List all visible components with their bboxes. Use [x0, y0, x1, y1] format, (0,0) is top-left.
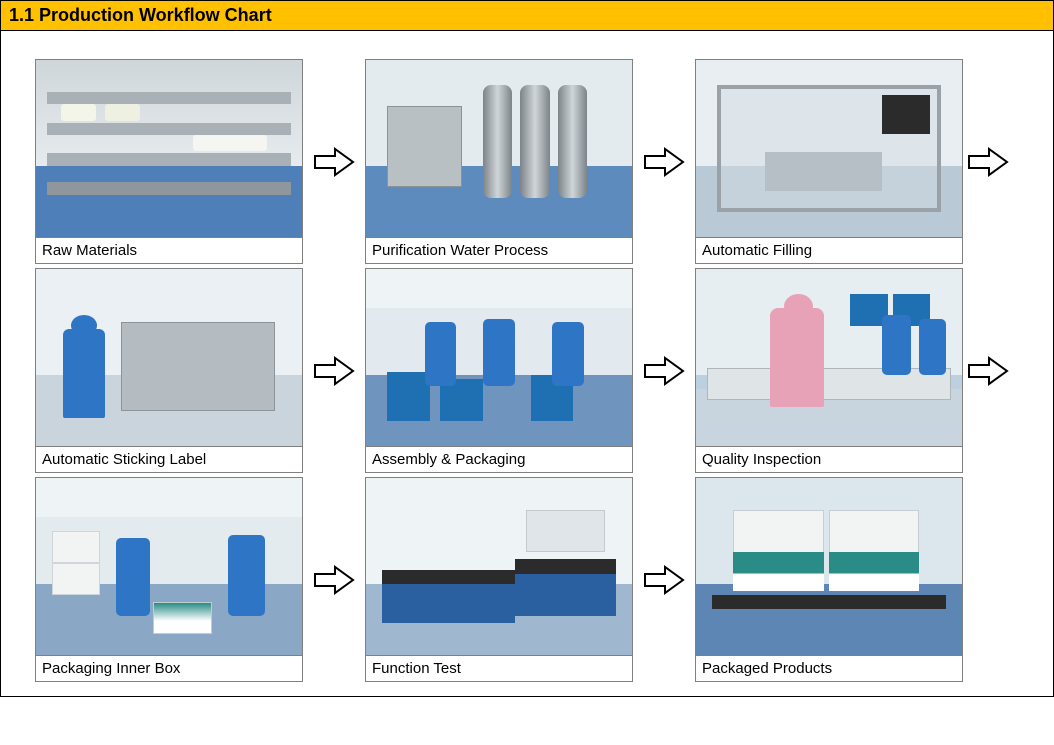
- step-automatic-filling: Automatic Filling: [695, 59, 963, 264]
- step-image: [696, 60, 962, 238]
- arrow-icon: [633, 563, 695, 597]
- step-image: [696, 269, 962, 447]
- workflow-grid: Raw Materials Purifica: [1, 31, 1053, 696]
- step-image: [696, 478, 962, 656]
- step-purification-water: Purification Water Process: [365, 59, 633, 264]
- step-image: [36, 478, 302, 656]
- step-image: [36, 60, 302, 238]
- step-label: Packaging Inner Box: [36, 656, 302, 681]
- arrow-icon: [963, 145, 1009, 179]
- arrow-icon: [633, 145, 695, 179]
- step-sticking-label: Automatic Sticking Label: [35, 268, 303, 473]
- step-image: [36, 269, 302, 447]
- step-quality-inspection: Quality Inspection: [695, 268, 963, 473]
- step-label: Quality Inspection: [696, 447, 962, 472]
- arrow-icon: [303, 563, 365, 597]
- step-label: Assembly & Packaging: [366, 447, 632, 472]
- page-title: 1.1 Production Workflow Chart: [1, 1, 1053, 31]
- step-label: Automatic Filling: [696, 238, 962, 263]
- step-image: [366, 60, 632, 238]
- step-label: Raw Materials: [36, 238, 302, 263]
- workflow-row: Packaging Inner Box: [35, 477, 1045, 682]
- arrow-icon: [303, 145, 365, 179]
- workflow-row: Raw Materials Purifica: [35, 59, 1045, 264]
- workflow-row: Automatic Sticking Label: [35, 268, 1045, 473]
- step-function-test: Function Test: [365, 477, 633, 682]
- step-image: [366, 478, 632, 656]
- step-packaged-products: Packaged Products: [695, 477, 963, 682]
- arrow-icon: [963, 354, 1009, 388]
- step-assembly-packaging: Assembly & Packaging: [365, 268, 633, 473]
- arrow-icon: [303, 354, 365, 388]
- step-label: Purification Water Process: [366, 238, 632, 263]
- step-image: [366, 269, 632, 447]
- step-packaging-inner-box: Packaging Inner Box: [35, 477, 303, 682]
- step-label: Automatic Sticking Label: [36, 447, 302, 472]
- workflow-chart-page: 1.1 Production Workflow Chart: [0, 0, 1054, 697]
- step-label: Function Test: [366, 656, 632, 681]
- step-raw-materials: Raw Materials: [35, 59, 303, 264]
- step-label: Packaged Products: [696, 656, 962, 681]
- arrow-icon: [633, 354, 695, 388]
